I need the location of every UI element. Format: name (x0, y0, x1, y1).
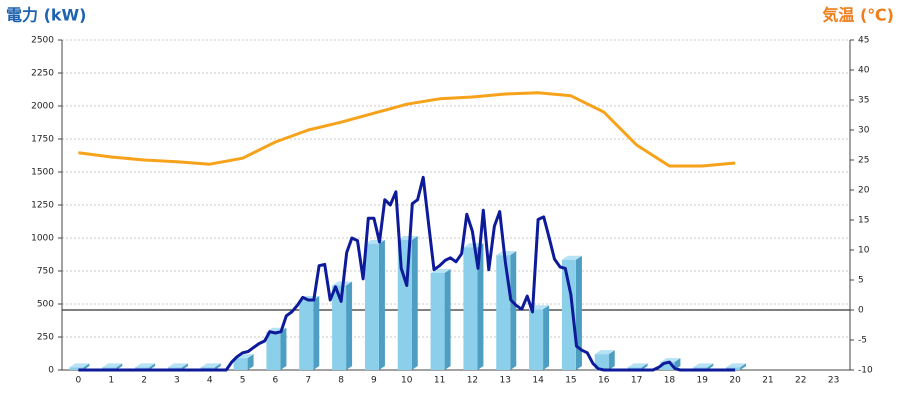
bar-side (346, 281, 353, 370)
bar-side (543, 305, 550, 370)
bar (233, 358, 248, 370)
y2-tick-label: 25 (858, 156, 869, 166)
y-tick-label: 2000 (31, 102, 54, 112)
x-tick-label: 15 (565, 376, 576, 386)
y-tick-label: 1500 (31, 168, 54, 178)
x-tick-label: 11 (434, 376, 445, 386)
bar-top (102, 363, 123, 368)
bar (69, 367, 84, 370)
bar (496, 255, 511, 370)
bar (299, 300, 314, 370)
bar (529, 309, 544, 370)
bar-side (313, 296, 320, 370)
y2-tick-label: 10 (858, 246, 870, 256)
x-tick-label: 19 (697, 376, 709, 386)
bar-top (397, 235, 418, 240)
bar-top (561, 255, 582, 260)
x-tick-label: 6 (273, 376, 279, 386)
bar-side (707, 363, 714, 370)
bar-side (83, 363, 90, 370)
x-tick-label: 10 (401, 376, 413, 386)
bar (660, 362, 675, 370)
bar-side (444, 268, 451, 370)
bar-side (378, 239, 385, 370)
bar (561, 259, 576, 370)
bar (332, 285, 347, 370)
y2-axis-title: 気温 (℃) (822, 6, 894, 25)
bar-side (149, 363, 156, 370)
y-tick-label: 2500 (31, 36, 54, 46)
y2-tick-label: -10 (858, 366, 873, 376)
bar-side (411, 235, 418, 370)
bar-side (575, 255, 582, 370)
x-tick-label: 0 (76, 376, 82, 386)
y-tick-label: 1250 (31, 201, 54, 211)
y-tick-label: 2250 (31, 69, 54, 79)
bar-side (740, 363, 747, 370)
x-tick-label: 12 (467, 376, 478, 386)
bar-side (608, 350, 615, 370)
x-tick-label: 13 (500, 376, 511, 386)
y2-tick-label: -5 (858, 336, 867, 346)
bar-top (496, 251, 517, 256)
line (78, 91, 736, 168)
bar-side (116, 363, 123, 370)
bar-top (135, 363, 156, 368)
bar (266, 331, 281, 370)
bar-top (594, 350, 615, 355)
bar-side (214, 363, 221, 370)
bar-top (660, 358, 681, 363)
bar-side (477, 243, 484, 370)
bar (364, 243, 379, 370)
y2-tick-label: 15 (858, 216, 869, 226)
bar-top (726, 363, 747, 368)
x-tick-label: 9 (371, 376, 377, 386)
x-tick-label: 17 (631, 376, 642, 386)
bar-side (674, 358, 681, 370)
x-tick-label: 1 (108, 376, 114, 386)
x-tick-label: 7 (305, 376, 311, 386)
x-tick-label: 2 (141, 376, 147, 386)
y-axis-title: 電力 (kW) (6, 6, 87, 25)
y2-tick-label: 45 (858, 36, 869, 46)
x-tick-label: 16 (598, 376, 610, 386)
line (78, 175, 736, 372)
y-tick-label: 0 (48, 366, 54, 376)
y-tick-label: 1000 (31, 234, 54, 244)
y-tick-label: 500 (37, 300, 54, 310)
bar-side (247, 354, 254, 370)
bar-top (693, 363, 714, 368)
bar-side (641, 363, 648, 370)
bar (430, 272, 445, 370)
bar (463, 247, 478, 370)
y-tick-label: 750 (37, 267, 54, 277)
x-tick-label: 8 (338, 376, 344, 386)
x-tick-label: 18 (664, 376, 676, 386)
x-tick-label: 23 (828, 376, 839, 386)
x-tick-label: 5 (240, 376, 246, 386)
bar-side (510, 251, 517, 370)
bar-top (200, 363, 221, 368)
x-tick-label: 21 (762, 376, 773, 386)
y-tick-label: 1750 (31, 135, 54, 145)
y2-tick-label: 20 (858, 186, 870, 196)
x-tick-label: 3 (174, 376, 180, 386)
bar-top (627, 363, 648, 368)
y2-tick-label: 30 (858, 126, 870, 136)
x-tick-label: 14 (532, 376, 544, 386)
bar-side (280, 327, 287, 370)
y2-tick-label: 0 (858, 306, 864, 316)
y-tick-label: 250 (37, 333, 54, 343)
bar-top (167, 363, 188, 368)
x-tick-label: 4 (207, 376, 213, 386)
bar-side (181, 363, 188, 370)
bar (594, 354, 609, 370)
y2-tick-label: 35 (858, 96, 869, 106)
y2-tick-label: 40 (858, 66, 870, 76)
bar-top (69, 363, 90, 368)
x-tick-label: 20 (729, 376, 741, 386)
y2-tick-label: 5 (858, 276, 864, 286)
x-tick-label: 22 (795, 376, 806, 386)
